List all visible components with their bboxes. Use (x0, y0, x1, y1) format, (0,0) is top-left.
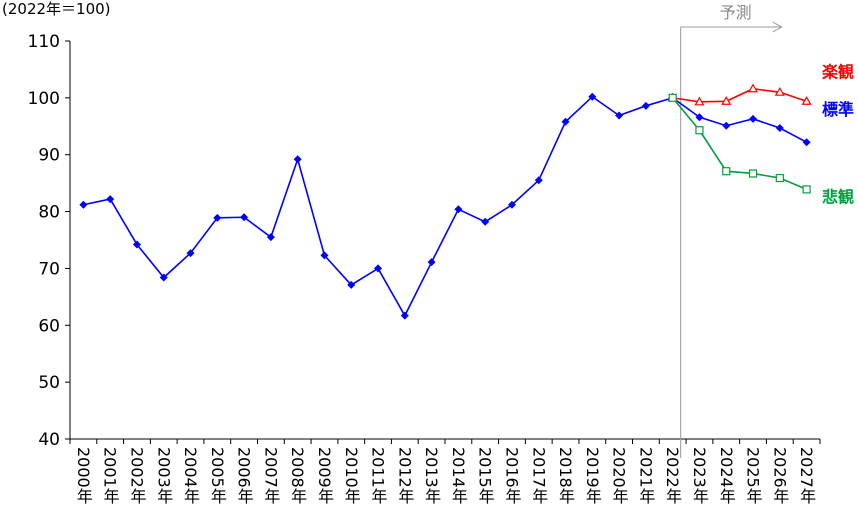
x-tick-label: 2014年 (449, 447, 468, 504)
point (774, 86, 785, 96)
x-tick-label: 2027年 (797, 447, 816, 504)
x-tick-label: 2008年 (288, 447, 307, 504)
point (213, 213, 222, 222)
x-tick-label: 2011年 (369, 447, 388, 504)
point (588, 92, 597, 101)
y-tick-label: 40 (38, 430, 60, 450)
point (186, 249, 195, 258)
point (801, 96, 812, 105)
point (240, 213, 249, 222)
x-tick-label: 2018年 (556, 447, 575, 504)
point (695, 113, 704, 122)
point (721, 96, 732, 105)
x-tick-label: 2001年 (101, 447, 120, 504)
y-tick-label: 80 (38, 203, 60, 223)
x-tick-label: 2005年 (208, 447, 227, 504)
point (749, 114, 758, 123)
series-label: 悲観 (822, 187, 854, 206)
point (347, 280, 356, 289)
point (561, 117, 570, 126)
y-tick-label: 60 (38, 316, 60, 336)
series-label: 標準 (822, 100, 854, 119)
point (481, 217, 490, 226)
point (802, 138, 811, 147)
x-tick-label: 2021年 (636, 447, 655, 504)
x-tick-label: 2026年 (770, 447, 789, 504)
x-tick-label: 2000年 (74, 447, 93, 504)
y-tick-label: 100 (28, 89, 60, 109)
x-tick-label: 2009年 (315, 447, 334, 504)
point (454, 205, 463, 214)
x-tick-label: 2007年 (261, 447, 280, 504)
y-axis-unit: (2022年＝100) (2, 0, 111, 18)
x-tick-label: 2003年 (154, 447, 173, 504)
x-tick-label: 2019年 (583, 447, 602, 504)
forecast-label: 予測 (720, 3, 752, 22)
x-tick-label: 2012年 (395, 447, 414, 504)
point (427, 258, 436, 267)
point (802, 185, 811, 194)
point (400, 311, 409, 320)
series-line (83, 95, 807, 318)
point (293, 155, 302, 164)
point (266, 233, 275, 242)
point (748, 83, 759, 93)
point (79, 200, 88, 209)
forecast-arrowhead (772, 21, 783, 33)
x-tick-label: 2004年 (181, 447, 200, 504)
x-tick-label: 2017年 (529, 447, 548, 504)
x-tick-label: 2010年 (342, 447, 361, 504)
y-tick-label: 70 (38, 259, 60, 279)
point (320, 251, 329, 260)
x-tick-label: 2006年 (235, 447, 254, 504)
point (534, 176, 543, 185)
x-tick-label: 2013年 (422, 447, 441, 504)
series-label: 楽観 (821, 62, 854, 81)
y-tick-label: 50 (38, 373, 60, 393)
point (159, 273, 168, 282)
series-line (672, 97, 807, 191)
point (106, 195, 115, 204)
point (695, 126, 704, 135)
point (775, 173, 784, 183)
point (694, 96, 705, 106)
y-tick-label: 110 (28, 32, 60, 52)
x-tick-label: 2002年 (127, 447, 146, 504)
x-tick-label: 2024年 (717, 447, 736, 504)
point (507, 200, 516, 209)
series-line (672, 87, 807, 103)
y-tick-label: 90 (38, 146, 60, 166)
point (374, 264, 383, 273)
x-tick-label: 2025年 (744, 447, 763, 504)
point (641, 101, 650, 110)
x-tick-label: 2015年 (476, 447, 495, 504)
point (615, 111, 624, 120)
point (722, 121, 731, 130)
x-tick-label: 2022年 (663, 447, 682, 504)
point (132, 240, 141, 249)
x-tick-label: 2016年 (502, 447, 521, 504)
point (668, 93, 677, 102)
x-tick-label: 2020年 (610, 447, 629, 504)
point (722, 167, 731, 176)
point (775, 123, 784, 132)
x-tick-label: 2023年 (690, 447, 709, 504)
point (748, 169, 758, 178)
